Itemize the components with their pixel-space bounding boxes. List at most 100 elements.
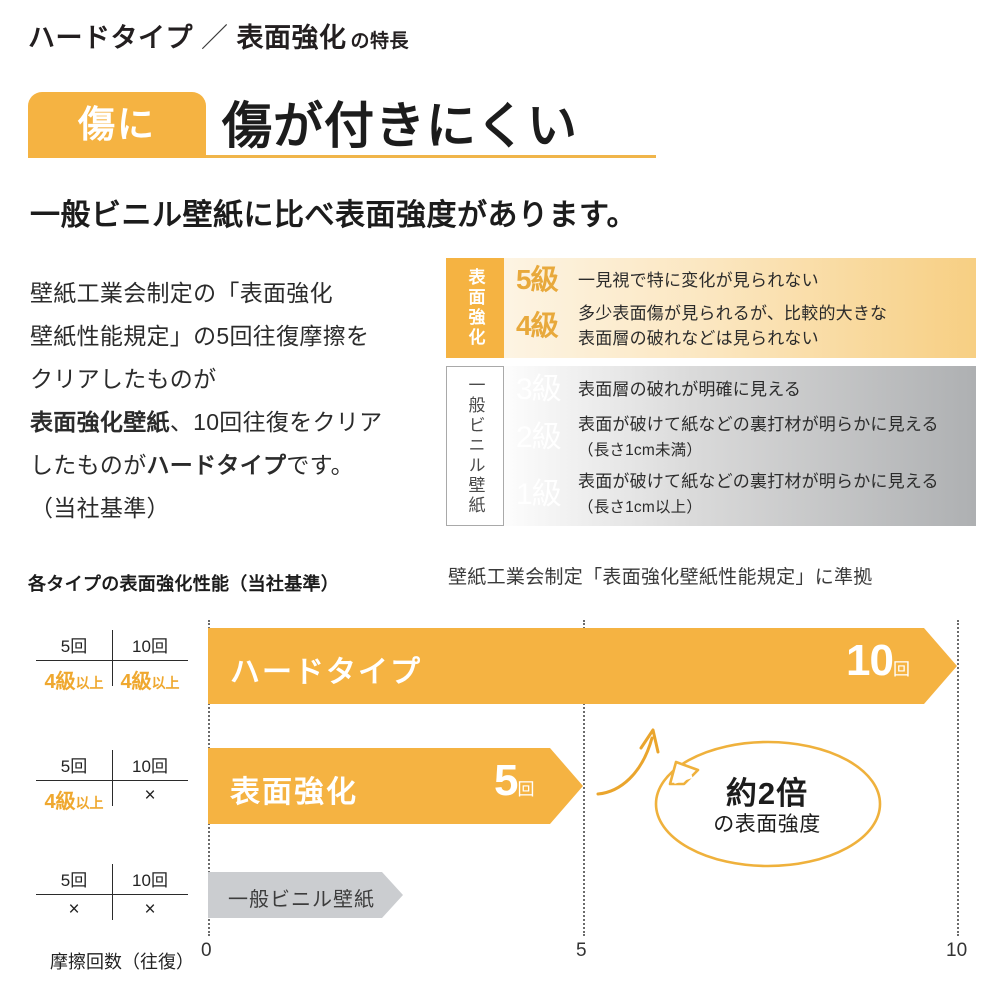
gridline-10 bbox=[957, 620, 959, 936]
mini-value-10: × bbox=[144, 899, 156, 920]
grade-number: 4級 bbox=[516, 310, 559, 341]
feature-badge-label: 傷に bbox=[78, 104, 156, 145]
desc-bold-hard: ハードタイプ bbox=[146, 452, 287, 478]
desc-bold-surface: 表面強化壁紙 bbox=[30, 409, 170, 435]
grade-group-general-rows: 3級 表面層の破れが明確に見える 2級 表面が破けて紙などの裏打材が明らかに見え… bbox=[504, 366, 976, 526]
bar-hard-type-value-unit: 回 bbox=[892, 660, 910, 679]
lead-statement: 一般ビニル壁紙に比べ表面強度があります。 bbox=[30, 199, 637, 232]
axis-tick-10: 10 bbox=[946, 940, 968, 961]
grade-group-surface-label-text: 表面強化 bbox=[465, 268, 485, 348]
mini-table-row-3: 5回 10回 × × bbox=[36, 864, 188, 921]
grade-description-main: 一見視で特に変化が見られない bbox=[578, 270, 819, 290]
desc-line-6: です。 bbox=[286, 452, 354, 478]
kicker-separator: ／ bbox=[201, 23, 229, 53]
callout-line-1: 約2倍 bbox=[725, 776, 809, 811]
grade-row: 4級 多少表面傷が見られるが、比較的大きな 表面層の破れなどは見られない bbox=[516, 301, 976, 351]
grade-group-surface: 表面強化 5級 一見視で特に変化が見られない 4級 多少表面傷が見られるが、比較… bbox=[446, 258, 976, 358]
kicker-type-surface: 表面強化 bbox=[236, 23, 347, 53]
desc-line-4: 、10回往復をクリア bbox=[169, 409, 383, 435]
mini-head-5: 5回 bbox=[60, 637, 88, 656]
page-kicker: ハードタイプ ／表面強化 の特長 bbox=[28, 16, 409, 55]
grade-description-main: 表面層の破れが明確に見える bbox=[578, 379, 802, 399]
bar-general-vinyl-label: 一般ビニル壁紙 bbox=[228, 889, 375, 911]
grade-group-general-label: 一般ビニル壁紙 bbox=[446, 366, 504, 526]
callout-bubble bbox=[654, 740, 882, 868]
kicker-suffix: の特長 bbox=[350, 31, 410, 52]
mini-value-5-main: 4級 bbox=[44, 791, 76, 813]
bar-surface-reinforced-value-number: 5 bbox=[494, 756, 519, 805]
chart-title: 各タイプの表面強化性能（当社基準） bbox=[28, 574, 340, 594]
mini-value-10: 4級以上 bbox=[112, 661, 188, 694]
desc-line-7: （当社基準） bbox=[30, 495, 170, 521]
bar-general-vinyl-shape bbox=[208, 872, 403, 918]
grade-description: 表面が破けて紙などの裏打材が明らかに見える （長さ1cm以上） bbox=[578, 469, 939, 520]
bar-general-vinyl: 一般ビニル壁紙 bbox=[208, 872, 404, 918]
grade-group-general-label-text: 一般ビニル壁紙 bbox=[465, 376, 485, 516]
page-title: 傷が付きにくい bbox=[222, 98, 578, 154]
mini-value-5: 4級以上 bbox=[36, 661, 112, 694]
headline-underline bbox=[206, 155, 656, 158]
bar-hard-type-value-number: 10 bbox=[846, 636, 894, 685]
bar-surface-reinforced-shape bbox=[208, 748, 583, 824]
mini-head-5: 5回 bbox=[60, 757, 88, 776]
kicker-type-hard: ハードタイプ bbox=[28, 23, 193, 53]
mini-head-5: 5回 bbox=[60, 871, 88, 890]
grade-row: 5級 一見視で特に変化が見られない bbox=[516, 263, 976, 296]
growth-arrow-icon bbox=[596, 728, 660, 796]
mini-value-5: 4級以上 bbox=[36, 781, 112, 814]
grade-description-sub: （長さ1cm以上） bbox=[578, 498, 703, 516]
grade-description: 一見視で特に変化が見られない bbox=[578, 268, 819, 293]
grade-row: 2級 表面が破けて紙などの裏打材が明らかに見える （長さ1cm未満） bbox=[516, 412, 976, 463]
mini-value-5: × bbox=[68, 899, 80, 920]
axis-caption: 摩擦回数（往復） bbox=[50, 952, 194, 972]
grade-description-main: 表面が破けて紙などの裏打材が明らかに見える bbox=[578, 471, 939, 491]
mini-value-5-sub: 以上 bbox=[75, 795, 104, 811]
axis-tick-5: 5 bbox=[576, 940, 587, 961]
grade-number: 3級 bbox=[516, 372, 562, 406]
mini-value-10-main: 4級 bbox=[120, 671, 152, 693]
bar-surface-reinforced: 表面強化 5回 bbox=[208, 748, 584, 824]
grade-number: 5級 bbox=[516, 263, 559, 295]
grade-description: 多少表面傷が見られるが、比較的大きな 表面層の破れなどは見られない bbox=[578, 301, 887, 351]
grade-number: 1級 bbox=[516, 477, 562, 511]
grade-description-sub: （長さ1cm未満） bbox=[578, 441, 703, 459]
feature-badge: 傷に bbox=[28, 92, 206, 158]
desc-line-1: 壁紙工業会制定の「表面強化 bbox=[30, 280, 333, 306]
grade-description-sub: 表面層の破れなどは見られない bbox=[578, 329, 819, 349]
desc-line-2: 壁紙性能規定」の5回往復摩擦を bbox=[30, 323, 370, 349]
bar-surface-reinforced-value: 5回 bbox=[494, 756, 534, 806]
bar-surface-reinforced-value-unit: 回 bbox=[517, 780, 534, 799]
mini-divider bbox=[112, 750, 113, 806]
mini-value-10: × bbox=[144, 785, 156, 806]
mini-head-10: 10回 bbox=[132, 757, 168, 776]
mini-table-row-2: 5回 10回 4級以上 × bbox=[36, 750, 188, 814]
bar-hard-type-value: 10回 bbox=[846, 636, 910, 686]
grade-row: 3級 表面層の破れが明確に見える bbox=[516, 373, 976, 406]
mini-head-10: 10回 bbox=[132, 871, 168, 890]
bar-hard-type-label: ハードタイプ bbox=[230, 656, 422, 689]
grade-description: 表面が破けて紙などの裏打材が明らかに見える （長さ1cm未満） bbox=[578, 412, 939, 463]
grade-row: 1級 表面が破けて紙などの裏打材が明らかに見える （長さ1cm以上） bbox=[516, 469, 976, 520]
bar-surface-reinforced-label: 表面強化 bbox=[230, 776, 358, 809]
grade-description-main: 表面が破けて紙などの裏打材が明らかに見える bbox=[578, 414, 939, 434]
mini-table-row-1: 5回 10回 4級以上 4級以上 bbox=[36, 630, 188, 694]
mini-divider bbox=[112, 864, 113, 920]
mini-value-5-main: 4級 bbox=[44, 671, 76, 693]
grade-group-surface-label: 表面強化 bbox=[446, 258, 504, 358]
grade-description: 表面層の破れが明確に見える bbox=[578, 377, 801, 402]
mini-value-5-sub: 以上 bbox=[75, 675, 104, 691]
bar-hard-type-shape bbox=[208, 628, 957, 704]
mini-value-10-sub: 以上 bbox=[151, 675, 180, 691]
mini-divider bbox=[112, 630, 113, 686]
gridline-5 bbox=[583, 620, 585, 936]
mini-head-10: 10回 bbox=[132, 637, 168, 656]
desc-line-5: したものが bbox=[30, 452, 147, 478]
callout-line-2: の表面強度 bbox=[713, 813, 821, 836]
grade-group-general: 一般ビニル壁紙 3級 表面層の破れが明確に見える 2級 表面が破けて紙などの裏打… bbox=[446, 366, 976, 526]
grade-description-main: 多少表面傷が見られるが、比較的大きな bbox=[578, 304, 888, 324]
desc-line-3: クリアしたものが bbox=[30, 366, 217, 392]
grade-group-surface-rows: 5級 一見視で特に変化が見られない 4級 多少表面傷が見られるが、比較的大きな … bbox=[504, 258, 976, 358]
grade-table: 表面強化 5級 一見視で特に変化が見られない 4級 多少表面傷が見られるが、比較… bbox=[446, 258, 976, 526]
axis-tick-0: 0 bbox=[201, 940, 212, 961]
grade-number: 2級 bbox=[516, 420, 562, 454]
